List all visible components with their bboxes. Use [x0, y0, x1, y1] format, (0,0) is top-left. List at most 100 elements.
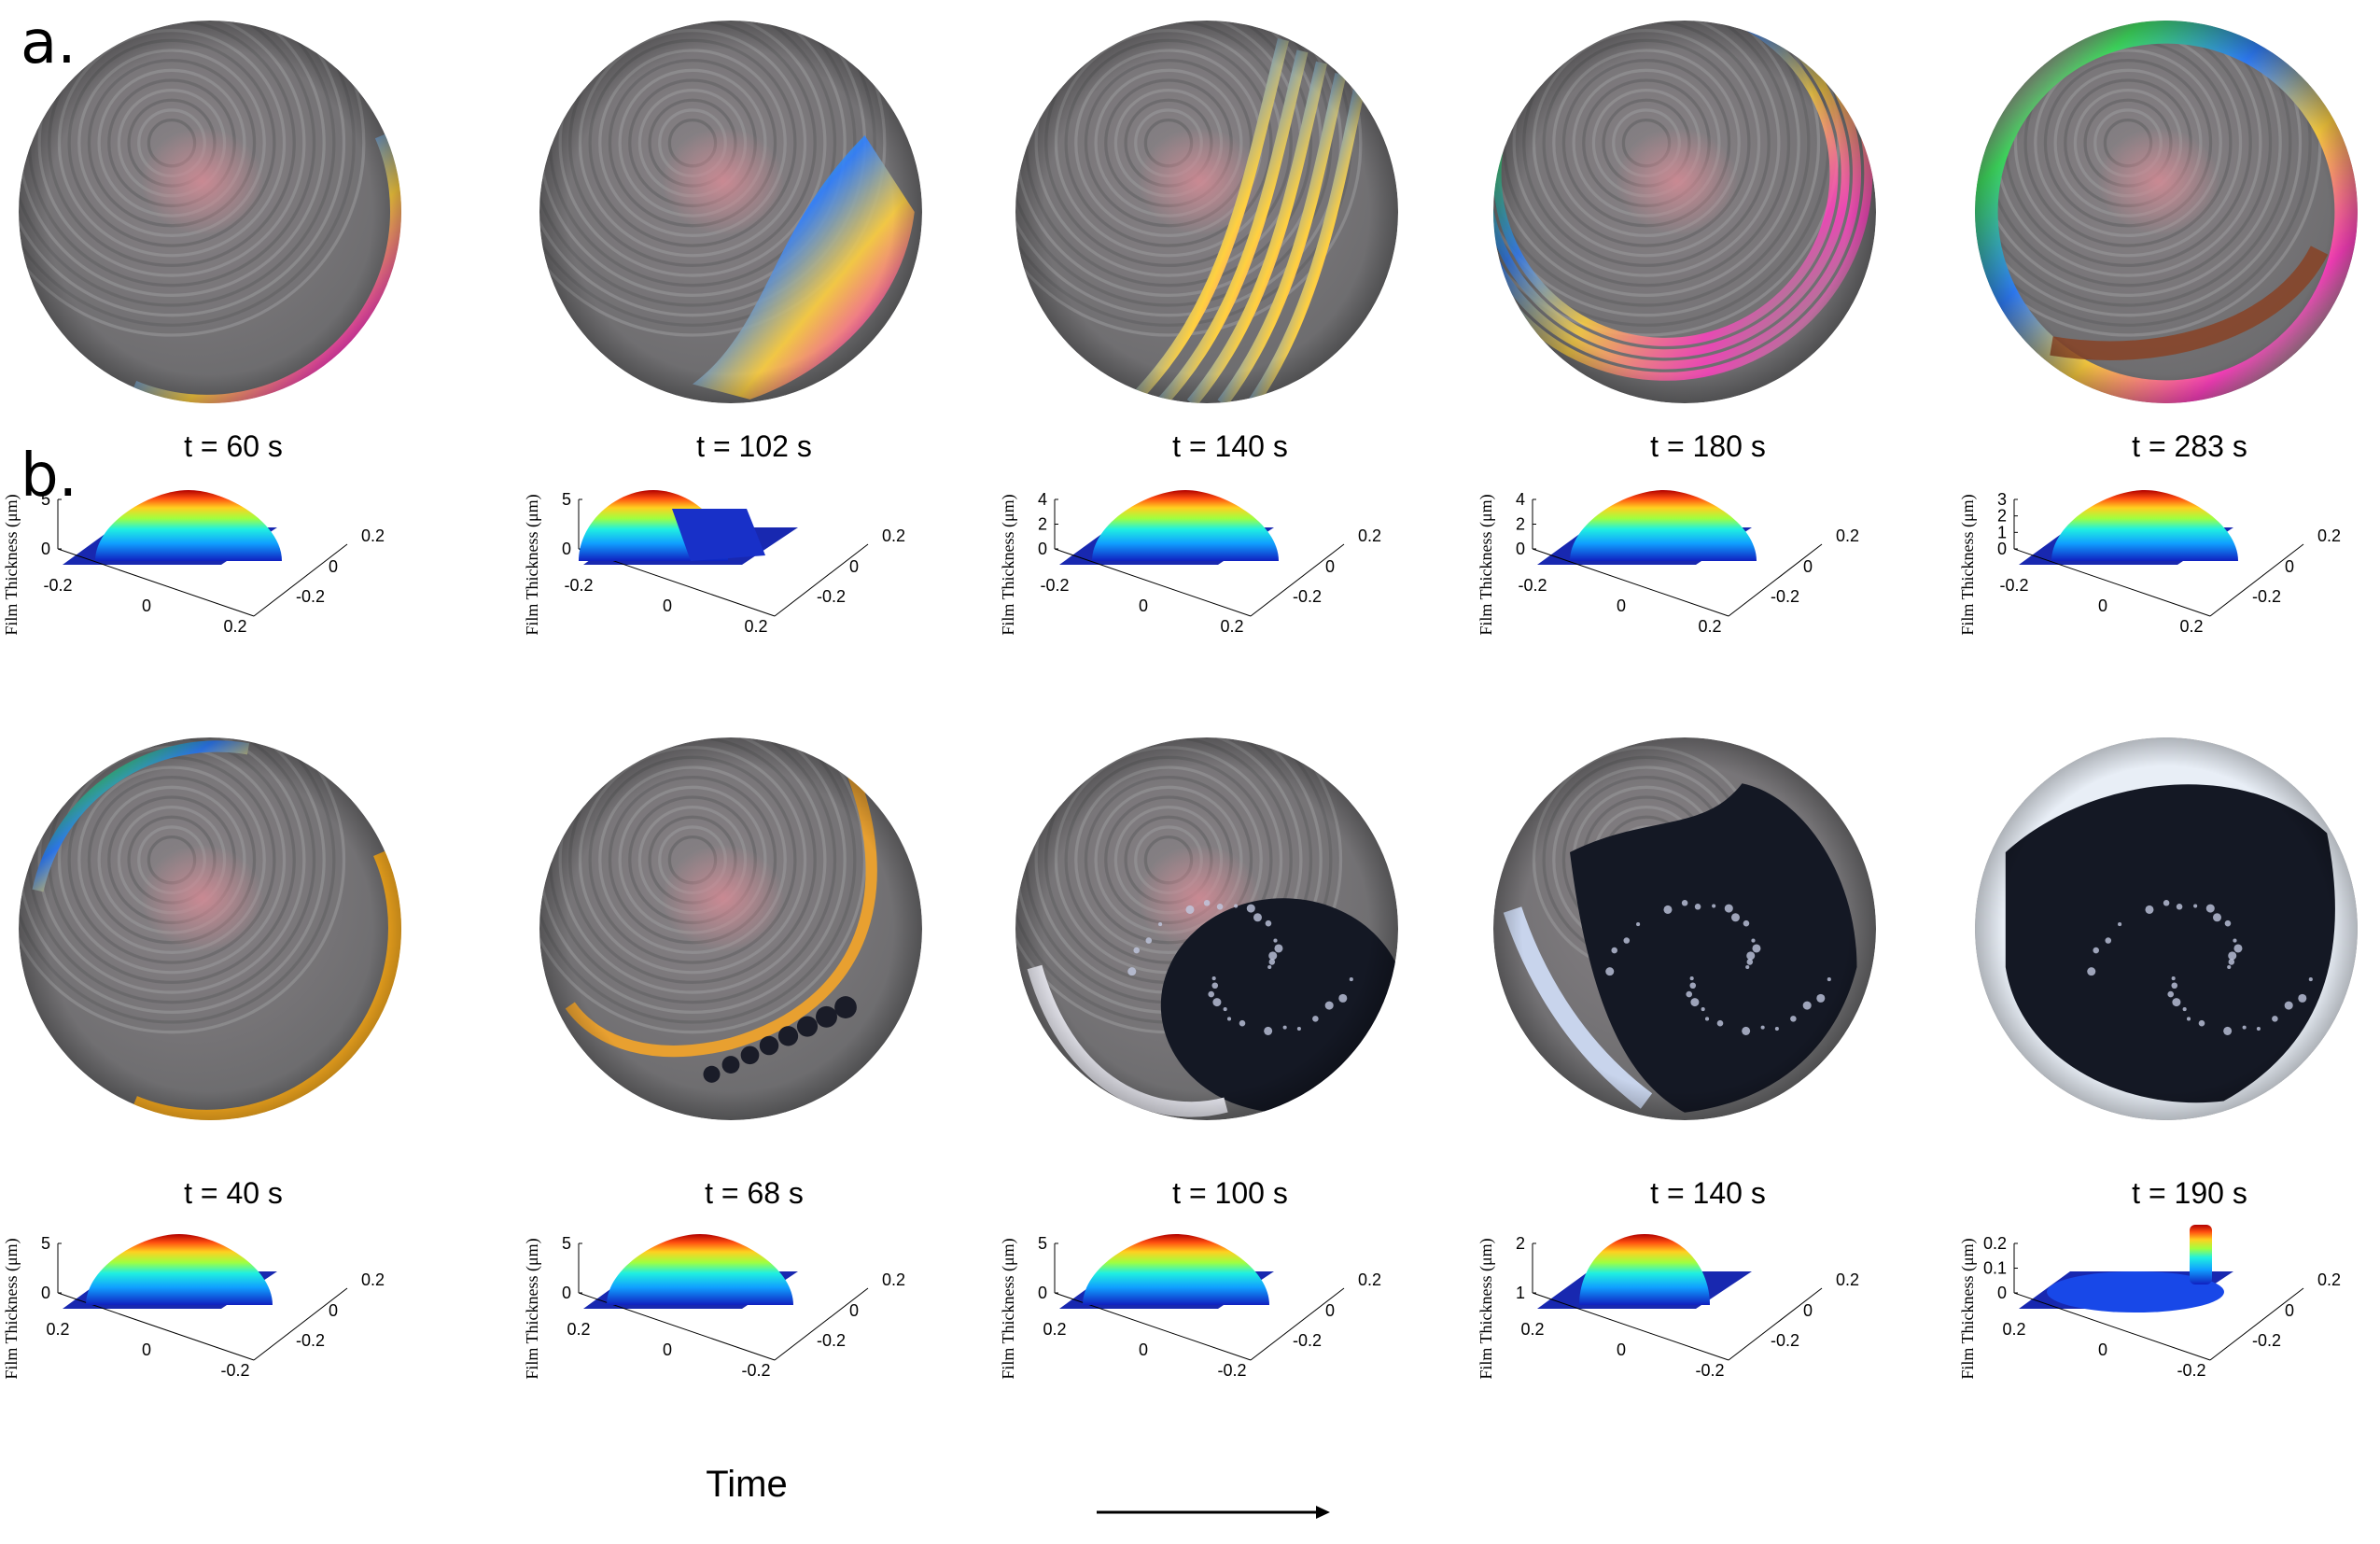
z-axis-label: Film Thickness (μm) — [999, 1238, 1018, 1379]
x-tick-label: -0.2 — [43, 576, 72, 595]
z-tick-label: 1 — [1516, 1284, 1525, 1302]
y-tick-label: -0.2 — [296, 587, 325, 606]
y-tick-label: -0.2 — [1771, 587, 1799, 606]
thickness-surface-plot: Film Thickness (μm) 024-0.200.20.20-0.2 — [1477, 490, 1859, 636]
time-label: t = 100 s — [1172, 1176, 1288, 1210]
x-tick-label: -0.2 — [1695, 1361, 1724, 1380]
z-axis-label: Film Thickness (μm) — [1477, 494, 1496, 635]
x-tick-label: 0.2 — [567, 1320, 590, 1339]
x-tick-label: 0.2 — [744, 617, 767, 636]
y-tick-label: 0.2 — [1358, 526, 1381, 545]
x-tick-label: 0.2 — [1520, 1320, 1544, 1339]
bubble-image — [19, 737, 401, 1120]
time-label: t = 283 s — [2132, 429, 2247, 463]
z-tick-label: 2 — [1516, 515, 1525, 534]
z-axis-label: Film Thickness (μm) — [1958, 494, 1978, 635]
y-tick-label: 0 — [329, 1301, 338, 1320]
x-tick-label: 0 — [142, 1340, 151, 1359]
x-tick-label: 0.2 — [2179, 617, 2203, 636]
time-label: t = 180 s — [1650, 429, 1766, 463]
z-tick-label: 5 — [1038, 1234, 1047, 1253]
x-tick-label: 0 — [2098, 597, 2107, 615]
x-tick-label: 0 — [1139, 1340, 1148, 1359]
bubble-image — [1975, 737, 2358, 1120]
x-tick-label: -0.2 — [220, 1361, 249, 1380]
bubble-image — [1493, 737, 1876, 1120]
z-axis-label: Film Thickness (μm) — [2, 494, 21, 635]
bubble-image — [1493, 21, 1876, 403]
time-arrow-icon — [1097, 1506, 1330, 1519]
y-tick-label: 0 — [849, 557, 859, 576]
time-label: t = 102 s — [696, 429, 812, 463]
x-tick-label: -0.2 — [564, 576, 593, 595]
z-tick-label: 2 — [1516, 1234, 1525, 1253]
x-tick-label: 0.2 — [1698, 617, 1721, 636]
x-tick-label: -0.2 — [1999, 576, 2028, 595]
y-tick-label: 0 — [849, 1301, 859, 1320]
y-tick-label: 0 — [1325, 1301, 1335, 1320]
x-tick-label: 0.2 — [1043, 1320, 1066, 1339]
z-axis-label: Film Thickness (μm) — [1958, 1238, 1978, 1379]
z-axis-label: Film Thickness (μm) — [2, 1238, 21, 1379]
x-tick-label: 0 — [142, 597, 151, 615]
z-tick-label: 0 — [1516, 540, 1525, 558]
y-tick-label: 0.2 — [361, 1270, 385, 1289]
x-tick-label: 0 — [663, 1340, 672, 1359]
y-tick-label: -0.2 — [817, 587, 846, 606]
y-tick-label: -0.2 — [1293, 1331, 1322, 1350]
y-tick-label: 0 — [1325, 557, 1335, 576]
x-tick-label: 0.2 — [2002, 1320, 2025, 1339]
x-tick-label: 0 — [2098, 1340, 2107, 1359]
panel-label-b: b. — [21, 442, 77, 511]
x-tick-label: 0 — [1617, 1340, 1626, 1359]
x-tick-label: 0.2 — [1220, 617, 1243, 636]
x-tick-label: -0.2 — [1217, 1361, 1246, 1380]
z-tick-label: 2 — [1997, 507, 2007, 526]
y-tick-label: -0.2 — [2252, 587, 2281, 606]
thickness-surface-plot: Film Thickness (μm) 05-0.200.20.20-0.2 — [523, 490, 905, 636]
y-tick-label: 0.2 — [2317, 526, 2341, 545]
time-label: t = 60 s — [184, 429, 283, 463]
x-tick-label: 0 — [663, 597, 672, 615]
x-tick-label: 0.2 — [46, 1320, 69, 1339]
panel-label-a: a. — [21, 8, 77, 77]
thickness-surface-plot: Film Thickness (μm) 050.20-0.20.20-0.2 — [999, 1234, 1381, 1380]
thickness-surface-plot: Film Thickness (μm) 024-0.200.20.20-0.2 — [999, 490, 1381, 636]
z-tick-label: 0 — [1997, 1284, 2007, 1302]
y-tick-label: 0.2 — [361, 526, 385, 545]
z-tick-label: 3 — [1997, 490, 2007, 509]
z-tick-label: 2 — [1038, 515, 1047, 534]
y-tick-label: 0.2 — [2317, 1270, 2341, 1289]
bubble-image — [1015, 737, 1398, 1120]
y-tick-label: -0.2 — [1771, 1331, 1799, 1350]
time-label: t = 40 s — [184, 1176, 283, 1210]
bubble-image — [1975, 21, 2358, 403]
x-tick-label: -0.2 — [741, 1361, 770, 1380]
y-tick-label: 0 — [1803, 1301, 1813, 1320]
bubble-image — [19, 21, 401, 403]
z-tick-label: 0.2 — [1983, 1234, 2007, 1253]
time-label: t = 190 s — [2132, 1176, 2247, 1210]
time-label: t = 68 s — [705, 1176, 804, 1210]
bubble-image — [1015, 21, 1398, 403]
z-axis-label: Film Thickness (μm) — [1477, 1238, 1496, 1379]
thickness-surface-plot: Film Thickness (μm) 00.10.20.20-0.20.20-0… — [1958, 1225, 2341, 1380]
y-tick-label: 0 — [329, 557, 338, 576]
x-tick-label: -0.2 — [1040, 576, 1069, 595]
z-tick-label: 0 — [562, 540, 571, 558]
x-tick-label: 0 — [1139, 597, 1148, 615]
z-tick-label: 5 — [562, 490, 571, 509]
z-tick-label: 5 — [562, 1234, 571, 1253]
thickness-surface-plot: Film Thickness (μm) 050.20-0.20.20-0.2 — [2, 1234, 385, 1380]
z-tick-label: 1 — [1997, 523, 2007, 541]
z-tick-label: 4 — [1038, 490, 1047, 509]
y-tick-label: 0 — [1803, 557, 1813, 576]
y-tick-label: -0.2 — [296, 1331, 325, 1350]
y-tick-label: 0.2 — [1358, 1270, 1381, 1289]
time-label: t = 140 s — [1172, 429, 1288, 463]
x-tick-label: -0.2 — [1518, 576, 1547, 595]
y-tick-label: 0.2 — [1836, 526, 1859, 545]
y-tick-label: 0.2 — [882, 1270, 905, 1289]
x-tick-label: 0.2 — [223, 617, 246, 636]
